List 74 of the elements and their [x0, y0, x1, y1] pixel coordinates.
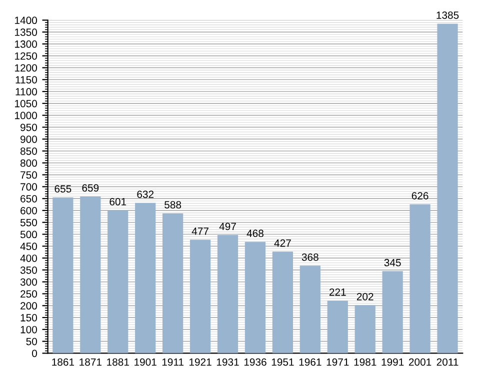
x-tick-label: 1911	[162, 358, 184, 366]
y-tick-label: 450	[20, 242, 37, 250]
bar	[272, 252, 293, 354]
y-tick-label: 300	[20, 278, 37, 286]
y-tick-label: 350	[20, 266, 37, 274]
data-label: 632	[137, 190, 154, 198]
data-label: 626	[412, 192, 428, 200]
y-tick-label: 0	[32, 350, 37, 358]
bar	[437, 24, 458, 354]
data-label: 468	[246, 230, 264, 238]
y-tick-label: 1200	[15, 64, 37, 72]
x-tick-label: 2011	[436, 358, 458, 366]
y-tick-label: 1350	[15, 28, 37, 36]
data-label: 601	[110, 198, 126, 206]
y-tick-label: 150	[20, 314, 37, 322]
x-tick-label: 1931	[216, 358, 239, 366]
bar	[162, 213, 184, 354]
data-label: 368	[302, 253, 318, 261]
data-label: 655	[54, 185, 72, 193]
x-tick-label: 1981	[354, 358, 376, 366]
y-tick-label: 1400	[15, 16, 37, 24]
bar	[327, 300, 348, 354]
x-tick-label: 1921	[189, 358, 212, 366]
y-tick-label: 550	[20, 218, 37, 226]
bar	[217, 234, 238, 354]
x-tick-label: 1901	[134, 358, 156, 366]
data-label: 221	[329, 288, 346, 296]
bar	[300, 266, 320, 354]
x-tick-label: 1991	[382, 358, 404, 366]
bar	[410, 204, 430, 354]
data-label: 497	[219, 222, 236, 230]
y-tick-label: 1050	[15, 100, 37, 108]
y-tick-label: 750	[20, 171, 37, 179]
y-tick-label: 800	[20, 159, 37, 167]
x-tick-label: 2001	[408, 358, 432, 366]
y-tick-label: 1300	[15, 40, 37, 48]
x-tick-label: 1971	[326, 358, 349, 366]
bar	[244, 242, 266, 354]
data-label: 427	[274, 239, 291, 247]
data-label: 477	[192, 228, 208, 235]
bar	[108, 210, 128, 354]
data-label: 202	[356, 292, 374, 300]
y-tick-label: 500	[20, 230, 37, 238]
y-tick-label: 1000	[15, 112, 37, 120]
bar	[382, 271, 403, 354]
y-tick-label: 100	[20, 326, 37, 334]
data-label: 1385	[436, 12, 459, 19]
x-tick-label: 1881	[107, 358, 129, 366]
x-tick-label: 1961	[299, 358, 322, 366]
y-tick-label: 200	[20, 302, 37, 310]
bar	[354, 305, 376, 354]
x-tick-label: 1936	[244, 358, 266, 366]
y-tick-label: 1100	[16, 88, 37, 96]
y-tick-label: 250	[20, 290, 37, 298]
x-tick-label: 1951	[272, 358, 294, 366]
bar	[52, 197, 74, 354]
y-tick-label: 700	[20, 183, 37, 191]
y-tick-label: 850	[20, 148, 37, 155]
y-tick-label: 600	[20, 206, 37, 214]
y-tick-label: 900	[20, 136, 37, 143]
data-label: 588	[164, 201, 182, 208]
y-tick-label: 50	[26, 338, 37, 346]
bar	[135, 202, 156, 354]
y-tick-label: 1150	[16, 76, 37, 84]
x-tick-label: 1861	[52, 358, 74, 366]
x-tick-label: 1871	[80, 358, 102, 366]
bar	[80, 196, 101, 354]
data-label: 659	[82, 184, 99, 192]
y-tick-label: 650	[20, 195, 37, 202]
bar	[190, 240, 211, 354]
y-tick-label: 950	[20, 124, 37, 132]
y-tick-label: 1250	[15, 52, 37, 60]
data-label: 345	[384, 258, 401, 266]
y-tick-label: 400	[20, 254, 37, 262]
